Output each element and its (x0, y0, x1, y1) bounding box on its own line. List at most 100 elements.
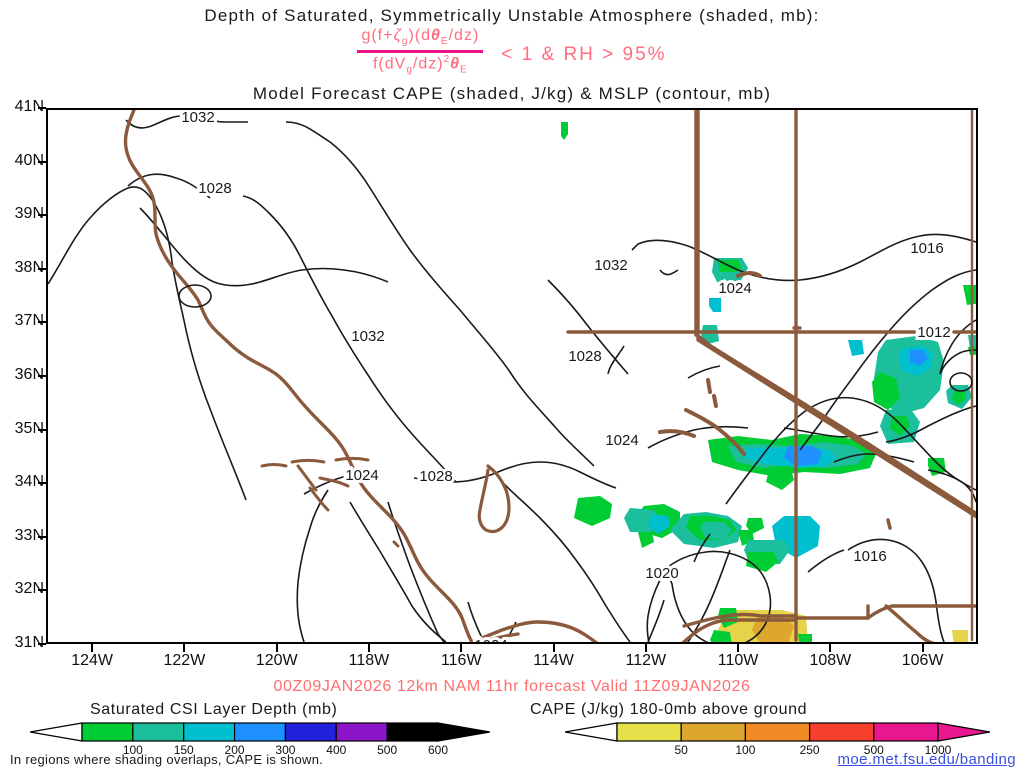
colorbar-under-arrow (565, 722, 618, 742)
colorbar-title-csi: Saturated CSI Layer Depth (mb) (90, 701, 338, 718)
x-axis-tick (644, 644, 647, 652)
colorbar-tick-label: 300 (275, 743, 296, 757)
small-contour-loop (178, 284, 973, 392)
colorbar-swatch[interactable] (809, 722, 875, 742)
colorbar-swatch[interactable] (335, 722, 388, 742)
y-axis-label: 33N (14, 526, 44, 544)
contour-label-halo: 1032 (594, 257, 627, 274)
colorbar-tick-label: 500 (863, 743, 884, 757)
y-axis-tick (38, 589, 46, 592)
x-axis-tick (921, 644, 924, 652)
y-axis-tick (38, 160, 46, 163)
colorbar-cape[interactable]: 50 100 250 500 1000 (565, 722, 990, 757)
y-axis-tick (38, 428, 46, 431)
x-axis-label: 116W (440, 652, 482, 669)
y-axis-tick (38, 535, 46, 538)
x-axis-tick (829, 644, 832, 652)
y-axis-label: 39N (14, 205, 44, 223)
mslp-contour-label: 1012 (917, 324, 950, 341)
colorbar-tick-label: 150 (173, 743, 194, 757)
y-axis-label: 35N (14, 419, 44, 437)
colorbar-over-arrow (437, 722, 490, 742)
x-axis-tick (91, 644, 94, 652)
contour-label-halo: 1024 (345, 467, 378, 484)
mslp-contour-label: 1032 (594, 257, 627, 274)
x-axis-tick (183, 644, 186, 652)
x-axis-label: 110W (717, 652, 759, 669)
contour-label-halo: 1032 (181, 110, 214, 126)
x-axis-label: 124W (71, 652, 114, 669)
colorbar-tick-label: 200 (224, 743, 245, 757)
colorbar-swatch[interactable] (284, 722, 337, 742)
formula-fraction-bar (357, 49, 484, 53)
y-axis-label: 31N (14, 634, 44, 651)
colorbar-swatch[interactable] (183, 722, 236, 742)
colorbar-swatch[interactable] (744, 722, 811, 742)
y-axis-tick (38, 107, 46, 109)
x-axis-label: 118W (348, 652, 390, 669)
x-axis-label: 114W (533, 652, 574, 669)
colorbar-under-arrow (30, 722, 83, 742)
y-axis-tick (38, 482, 46, 485)
contour-label-halo: 1024 (718, 280, 751, 297)
y-axis-label: 40N (14, 151, 44, 169)
contour-label-halo: 1012 (917, 324, 950, 341)
mslp-contour-label: 1024 (345, 467, 378, 484)
colorbar-swatch[interactable] (386, 722, 439, 742)
mslp-contour-label: 1020 (645, 565, 678, 582)
x-axis-label: 106W (901, 652, 944, 669)
colorbar-tick-label: 250 (799, 743, 820, 757)
formula-numerator: g(f+ζg)(dθE/dz) (361, 27, 480, 48)
x-axis-tick (737, 644, 740, 652)
colorbar-swatch[interactable] (132, 722, 185, 742)
mslp-contour-label: 1016 (910, 240, 943, 257)
colorbar-tick-label: 100 (735, 743, 756, 757)
contour-label-group: 1032103210281028103210321032103210281028… (178, 110, 953, 642)
colorbar-swatches (30, 722, 490, 742)
mslp-contour-label: 1032 (181, 110, 214, 126)
map-plot-area[interactable]: 1032 1032 1028 1028 1032 1032 1032 1032 1028 1028… (46, 108, 978, 644)
y-axis-tick (38, 214, 46, 217)
y-axis-label: 34N (14, 473, 44, 491)
y-axis-label: 36N (14, 366, 44, 383)
y-axis-label: 38N (14, 258, 44, 276)
mslp-contour-label: 1028 (198, 180, 231, 197)
formula-block: g(f+ζg)(dθE/dz) f(dVg/dz)2θE < 1 & RH > … (0, 27, 1024, 76)
map-svg: 1032103210281028103210321032103210281028… (48, 110, 976, 642)
colorbar-swatch[interactable] (233, 722, 287, 742)
y-axis-tick (38, 267, 46, 270)
contour-label-halo: 1024 (474, 637, 507, 642)
formula-inequality: < 1 & RH > 95% (501, 43, 667, 65)
contour-label-halo: 1016 (853, 548, 886, 565)
colorbar-swatch[interactable] (680, 722, 746, 742)
contour-label-halo: 1028 (198, 180, 231, 197)
formula-denominator: f(dVg/dz)2θE (372, 53, 468, 76)
x-axis-tick (275, 644, 278, 652)
contour-label-halo: 1032 (351, 328, 384, 345)
y-axis-tick (38, 643, 46, 645)
mslp-contour-label: 1016 (853, 548, 886, 565)
y-axis-label: 32N (14, 580, 44, 598)
colorbar-csi-depth[interactable]: 100 150 200 300 400 500 600 (30, 722, 490, 757)
x-axis-label: 120W (255, 652, 298, 669)
colorbar-tick-label: 1000 (924, 743, 952, 757)
mslp-contour-label: 1028 (568, 348, 601, 365)
source-credit-link[interactable]: moe.met.fsu.edu/banding (837, 751, 1016, 768)
contour-label-halo: 1028 (568, 348, 601, 365)
mslp-contour-label: 1028 (419, 468, 452, 485)
y-axis-label: 41N (14, 98, 44, 115)
mslp-contours (48, 115, 976, 642)
colorbar-over-arrow (937, 722, 990, 742)
overlap-note: In regions where shading overlaps, CAPE … (10, 752, 324, 767)
contour-label-halo: 1020 (645, 565, 678, 582)
page-title: Depth of Saturated, Symmetrically Unstab… (204, 6, 820, 25)
colorbar-swatch[interactable] (616, 722, 682, 742)
x-axis-tick (552, 644, 555, 652)
mslp-contour-label: 1024 (718, 280, 751, 297)
colorbar-swatch[interactable] (873, 722, 939, 742)
colorbar-swatch[interactable] (81, 722, 134, 742)
colorbar-title-cape: CAPE (J/kg) 180-0mb above ground (530, 701, 808, 718)
colorbar-tick-label: 100 (122, 743, 143, 757)
contour-label-halo: 1016 (910, 240, 943, 257)
state-borders (123, 110, 976, 642)
